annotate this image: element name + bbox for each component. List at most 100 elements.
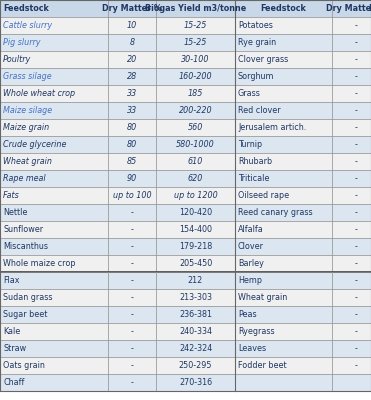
Bar (235, 187, 332, 204)
Bar (156, 170, 235, 187)
Text: -: - (355, 276, 357, 285)
Bar (156, 323, 235, 340)
Bar (156, 0, 235, 17)
Bar (0, 136, 108, 153)
Bar (108, 221, 156, 238)
Bar (108, 170, 156, 187)
Bar (235, 306, 332, 323)
Bar (156, 340, 235, 357)
Bar (0, 51, 108, 68)
Bar (108, 102, 156, 119)
Text: Dry Matter %: Dry Matter % (102, 4, 162, 13)
Bar (332, 51, 371, 68)
Bar (0, 153, 108, 170)
Bar (332, 136, 371, 153)
Text: Jerusalem artich.: Jerusalem artich. (238, 123, 306, 132)
Bar (332, 17, 371, 34)
Text: 560: 560 (188, 123, 203, 132)
Bar (332, 68, 371, 85)
Bar (108, 119, 156, 136)
Text: Chaff: Chaff (3, 378, 24, 387)
Text: 179-218: 179-218 (179, 242, 212, 251)
Text: -: - (355, 344, 357, 353)
Text: Sunflower: Sunflower (3, 225, 43, 234)
Bar (0, 102, 108, 119)
Text: Nettle: Nettle (3, 208, 27, 217)
Text: Clover: Clover (238, 242, 264, 251)
Text: Red clover: Red clover (238, 106, 280, 115)
Bar (156, 204, 235, 221)
Bar (108, 323, 156, 340)
Text: up to 100: up to 100 (113, 191, 151, 200)
Bar (156, 153, 235, 170)
Bar (332, 340, 371, 357)
Text: 90: 90 (127, 174, 137, 183)
Bar (108, 85, 156, 102)
Bar (0, 340, 108, 357)
Bar (156, 51, 235, 68)
Bar (108, 51, 156, 68)
Bar (0, 34, 108, 51)
Text: 250-295: 250-295 (179, 361, 212, 370)
Bar (235, 323, 332, 340)
Text: 80: 80 (127, 140, 137, 149)
Text: 28: 28 (127, 72, 137, 81)
Bar (332, 272, 371, 289)
Text: -: - (131, 361, 134, 370)
Text: 80: 80 (127, 123, 137, 132)
Bar (156, 102, 235, 119)
Text: -: - (355, 191, 357, 200)
Text: Alfalfa: Alfalfa (238, 225, 264, 234)
Text: -: - (355, 89, 357, 98)
Bar (108, 374, 156, 391)
Text: 20: 20 (127, 55, 137, 64)
Bar (235, 102, 332, 119)
Bar (108, 255, 156, 272)
Bar (108, 238, 156, 255)
Text: -: - (131, 378, 134, 387)
Text: Crude glycerine: Crude glycerine (3, 140, 66, 149)
Text: -: - (355, 123, 357, 132)
Bar (0, 0, 108, 17)
Bar (0, 68, 108, 85)
Text: Fodder beet: Fodder beet (238, 361, 287, 370)
Text: Miscanthus: Miscanthus (3, 242, 48, 251)
Bar (108, 153, 156, 170)
Text: -: - (355, 208, 357, 217)
Bar (108, 204, 156, 221)
Text: -: - (131, 344, 134, 353)
Text: -: - (131, 242, 134, 251)
Text: Feedstock: Feedstock (260, 4, 306, 13)
Bar (235, 272, 332, 289)
Bar (0, 238, 108, 255)
Bar (0, 255, 108, 272)
Bar (235, 221, 332, 238)
Text: Grass silage: Grass silage (3, 72, 52, 81)
Bar (108, 0, 156, 17)
Bar (235, 136, 332, 153)
Bar (0, 170, 108, 187)
Text: 10: 10 (127, 21, 137, 30)
Text: Rye grain: Rye grain (238, 38, 276, 47)
Bar (156, 289, 235, 306)
Bar (235, 238, 332, 255)
Text: 620: 620 (188, 174, 203, 183)
Text: -: - (131, 259, 134, 268)
Bar (108, 357, 156, 374)
Bar (332, 323, 371, 340)
Bar (235, 153, 332, 170)
Text: -: - (131, 225, 134, 234)
Text: 240-334: 240-334 (179, 327, 212, 336)
Text: Dry Matter %: Dry Matter % (326, 4, 371, 13)
Text: Turnip: Turnip (238, 140, 262, 149)
Text: -: - (355, 327, 357, 336)
Bar (332, 119, 371, 136)
Bar (156, 221, 235, 238)
Bar (156, 255, 235, 272)
Bar (156, 238, 235, 255)
Bar (156, 85, 235, 102)
Bar (0, 187, 108, 204)
Bar (235, 68, 332, 85)
Text: 610: 610 (188, 157, 203, 166)
Bar (156, 119, 235, 136)
